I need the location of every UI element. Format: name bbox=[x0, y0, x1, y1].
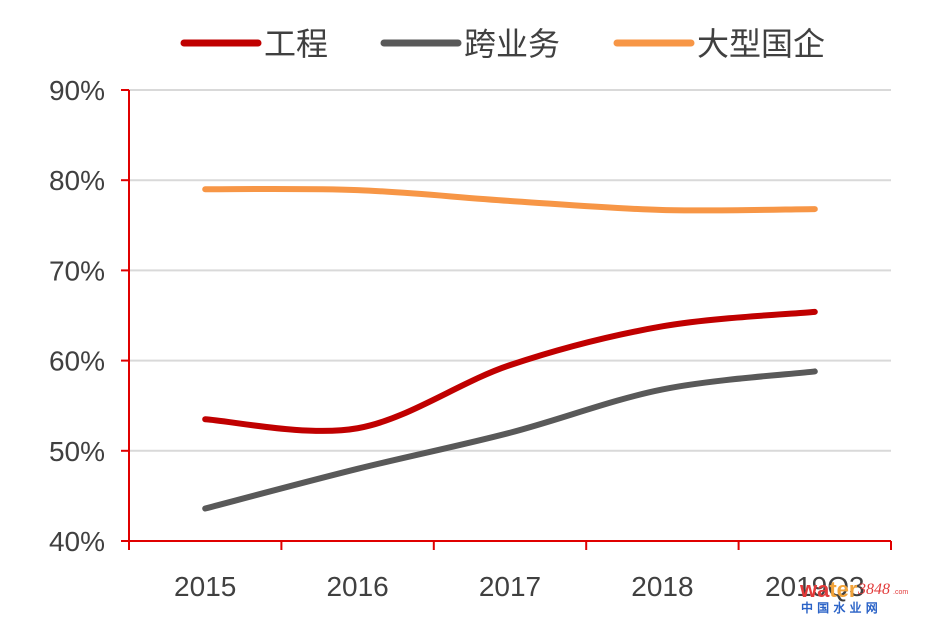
y-tick-label: 80% bbox=[49, 165, 105, 196]
x-tick-label: 2018 bbox=[631, 571, 693, 602]
series-lines bbox=[202, 185, 818, 512]
x-tick-label: 2015 bbox=[174, 571, 236, 602]
y-tick-label: 70% bbox=[49, 255, 105, 286]
gridlines bbox=[129, 89, 891, 452]
x-axis-ticks: 2015 2016 2017 2018 2019Q3 bbox=[128, 541, 892, 602]
watermark-brand-a: wa bbox=[799, 577, 830, 602]
series-line-3 bbox=[202, 185, 818, 214]
legend-label: 大型国企 bbox=[697, 25, 825, 63]
legend-label: 工程 bbox=[264, 25, 328, 63]
axes bbox=[128, 90, 891, 542]
watermark-chinese: 中 国 水 业 网 bbox=[801, 600, 878, 615]
y-axis-ticks: 40% 50% 60% 70% 80% 90% bbox=[49, 75, 129, 557]
watermark-logo: water 3848 .com 中 国 水 业 网 bbox=[799, 577, 908, 615]
y-tick-label: 90% bbox=[49, 75, 105, 106]
watermark-brand-b: ter bbox=[829, 577, 858, 602]
legend: 工程 跨业务 大型国企 bbox=[180, 25, 825, 63]
watermark-domain: .com bbox=[893, 589, 908, 596]
y-tick-label: 60% bbox=[49, 346, 105, 377]
legend-label: 跨业务 bbox=[464, 25, 560, 63]
y-tick-label: 40% bbox=[49, 526, 105, 557]
x-tick-label: 2017 bbox=[479, 571, 541, 602]
watermark-number: 3848 bbox=[857, 581, 890, 598]
series-line-1 bbox=[202, 308, 818, 434]
series-line-2 bbox=[202, 368, 818, 512]
x-tick-label: 2019Q3 bbox=[765, 571, 865, 602]
y-tick-label: 50% bbox=[49, 436, 105, 467]
watermark-brand: water bbox=[799, 577, 858, 602]
x-tick-label: 2016 bbox=[326, 571, 388, 602]
